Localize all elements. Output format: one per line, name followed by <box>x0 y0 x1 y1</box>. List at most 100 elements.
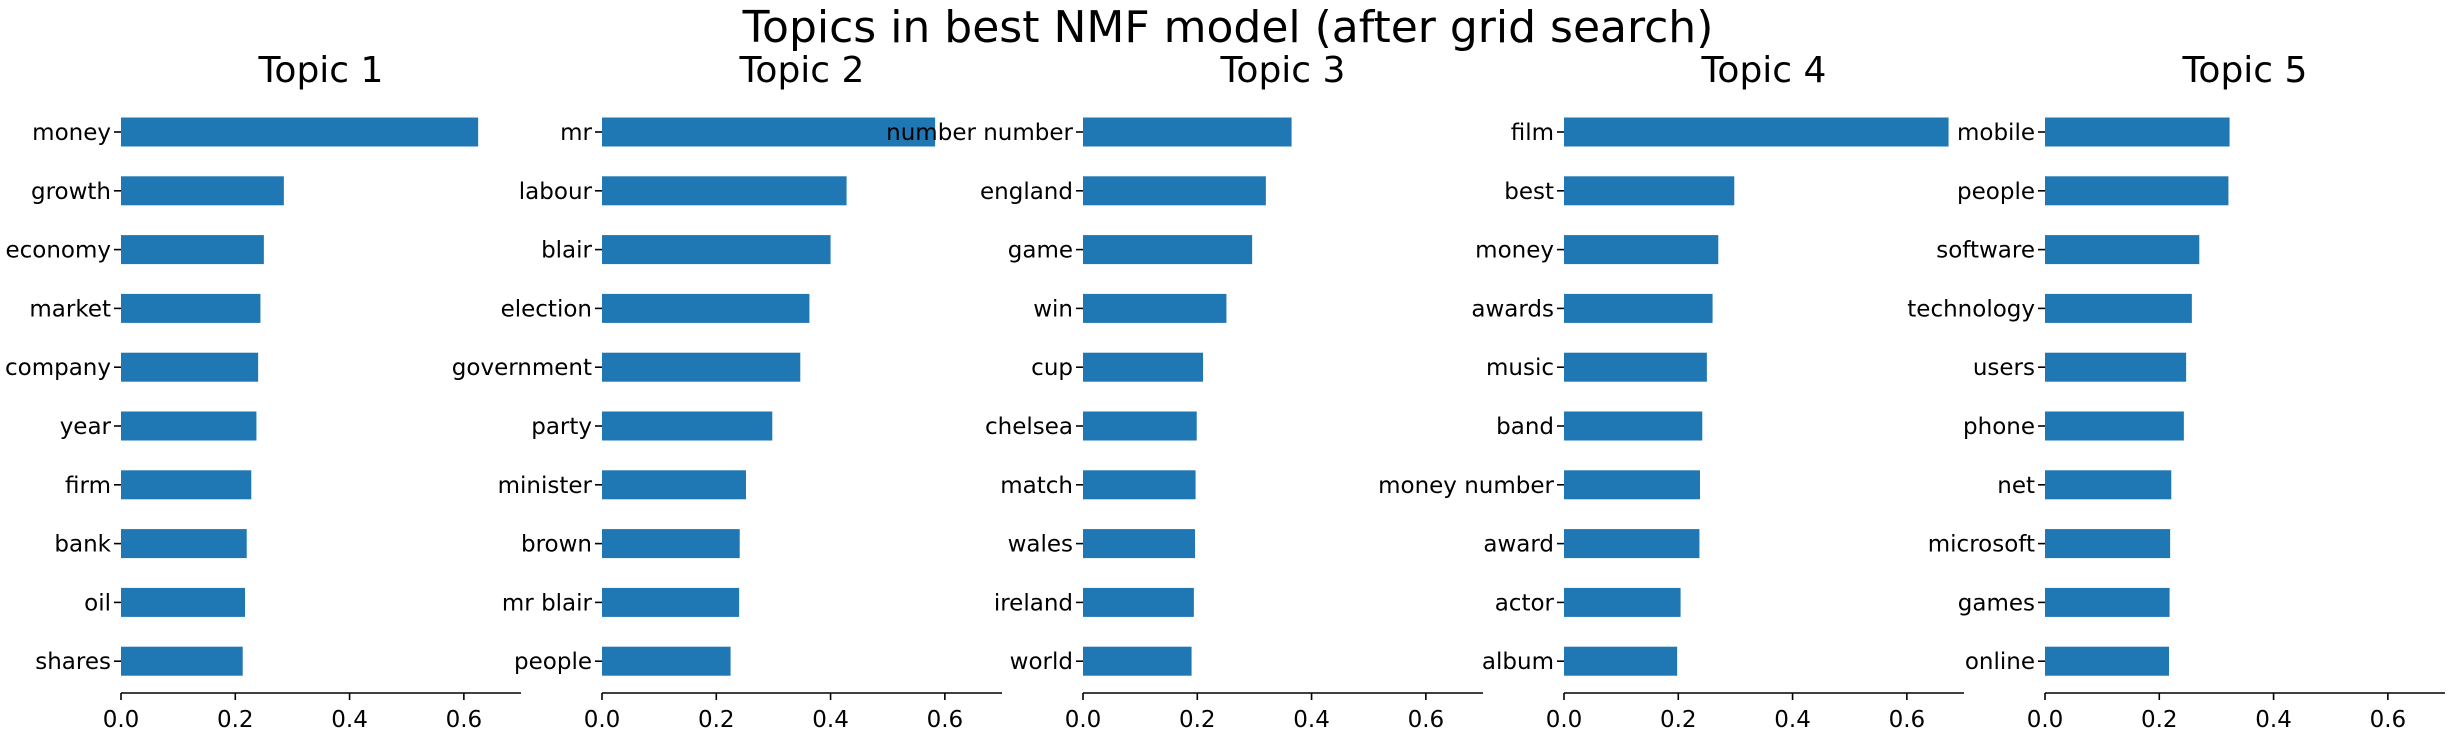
bar <box>2045 176 2229 206</box>
y-tick-label: oil <box>84 590 111 616</box>
bar <box>2045 117 2230 147</box>
bar <box>2045 470 2172 500</box>
y-tick-label: world <box>1010 649 1073 675</box>
bar <box>1083 293 1227 323</box>
y-tick-label: music <box>1486 355 1554 381</box>
bar <box>1564 176 1735 206</box>
y-tick-label: band <box>1496 414 1554 440</box>
y-tick-label: chelsea <box>985 414 1073 440</box>
bar <box>121 293 261 323</box>
x-tick-label: 0.0 <box>1546 707 1583 733</box>
bar <box>1083 646 1192 676</box>
y-tick-label: match <box>1000 473 1073 499</box>
y-tick-label: win <box>1033 296 1073 322</box>
panel-topic-2: Topic 2 mr labour blair election government pa… <box>452 50 1002 733</box>
y-tick-label: film <box>1511 120 1554 146</box>
y-tick-label: phone <box>1963 414 2035 440</box>
x-tick-label: 0.2 <box>1179 707 1216 733</box>
bar <box>2045 411 2184 441</box>
x-tick-label: 0.0 <box>1065 707 1102 733</box>
bar <box>2045 352 2187 382</box>
bar <box>602 235 831 265</box>
bar <box>121 176 284 206</box>
y-tick-label: shares <box>35 649 111 675</box>
bar <box>1083 529 1195 559</box>
y-tick-label: people <box>1957 179 2035 205</box>
y-tick-label: actor <box>1495 590 1555 616</box>
y-tick-label: money number <box>1378 473 1554 499</box>
y-tick-label: software <box>1936 238 2035 264</box>
x-tick-label: 0.6 <box>1408 707 1445 733</box>
y-tick-label: labour <box>519 179 593 205</box>
y-tick-label: games <box>1958 590 2035 616</box>
bar <box>602 646 731 676</box>
bar <box>1083 235 1253 265</box>
x-tick-label: 0.4 <box>1293 707 1330 733</box>
y-tick-label: album <box>1482 649 1554 675</box>
y-tick-label: government <box>452 355 592 381</box>
panel-topic-1: Topic 1 money growth economy market company ye… <box>5 50 521 733</box>
panel-topic-5: Topic 5 mobile people software technology use… <box>1907 50 2445 733</box>
panel-title: Topic 1 <box>258 50 384 91</box>
y-tick-label: economy <box>5 238 111 264</box>
bar <box>1564 470 1700 500</box>
figure-title: Topics in best NMF model (after grid sea… <box>742 2 1714 53</box>
x-tick-label: 0.6 <box>927 707 964 733</box>
bar <box>2045 587 2170 617</box>
bar <box>1083 411 1197 441</box>
y-tick-label: best <box>1504 179 1554 205</box>
y-tick-label: mr blair <box>502 590 593 616</box>
x-tick-label: 0.2 <box>217 707 254 733</box>
x-tick-label: 0.4 <box>812 707 849 733</box>
y-tick-label: cup <box>1031 355 1073 381</box>
y-tick-label: number number <box>886 120 1073 146</box>
bar <box>1564 293 1713 323</box>
panels: Topic 1 money growth economy market company ye… <box>5 50 2445 733</box>
x-tick-label: 0.2 <box>2141 707 2178 733</box>
bar <box>1083 117 1292 147</box>
x-tick-label: 0.2 <box>698 707 735 733</box>
bar <box>1083 176 1266 206</box>
bar <box>1564 411 1703 441</box>
bar <box>121 411 257 441</box>
x-tick-label: 0.0 <box>2027 707 2064 733</box>
y-tick-label: minister <box>498 473 593 499</box>
y-tick-label: users <box>1973 355 2035 381</box>
panel-title: Topic 3 <box>1220 50 1346 91</box>
y-tick-label: england <box>980 179 1073 205</box>
bar <box>121 529 247 559</box>
y-tick-label: blair <box>541 238 592 264</box>
panel-title: Topic 4 <box>1701 50 1827 91</box>
x-tick-label: 0.6 <box>1889 707 1926 733</box>
bar <box>121 117 479 147</box>
bar <box>602 176 847 206</box>
y-tick-label: bank <box>54 532 111 558</box>
y-tick-label: online <box>1965 649 2035 675</box>
bar <box>602 470 746 500</box>
y-tick-label: brown <box>521 532 592 558</box>
bar <box>1564 235 1719 265</box>
x-tick-label: 0.4 <box>2255 707 2292 733</box>
bar <box>602 411 773 441</box>
x-tick-label: 0.0 <box>103 707 140 733</box>
y-tick-label: firm <box>65 473 111 499</box>
y-tick-label: awards <box>1471 296 1554 322</box>
y-tick-label: money <box>1475 238 1554 264</box>
y-tick-label: growth <box>31 179 111 205</box>
y-tick-label: net <box>1997 473 2035 499</box>
x-tick-label: 0.2 <box>1660 707 1697 733</box>
panel-title: Topic 5 <box>2182 50 2308 91</box>
x-tick-label: 0.0 <box>584 707 621 733</box>
bar <box>1083 470 1196 500</box>
bar <box>1564 117 1949 147</box>
y-tick-label: election <box>501 296 592 322</box>
y-tick-label: people <box>514 649 592 675</box>
y-tick-label: ireland <box>994 590 1073 616</box>
bar <box>602 352 801 382</box>
bar <box>121 587 245 617</box>
y-tick-label: money <box>32 120 111 146</box>
y-tick-label: technology <box>1907 296 2035 322</box>
x-tick-label: 0.6 <box>446 707 483 733</box>
panel-topic-3: Topic 3 number number england game win cup che… <box>886 50 1483 733</box>
